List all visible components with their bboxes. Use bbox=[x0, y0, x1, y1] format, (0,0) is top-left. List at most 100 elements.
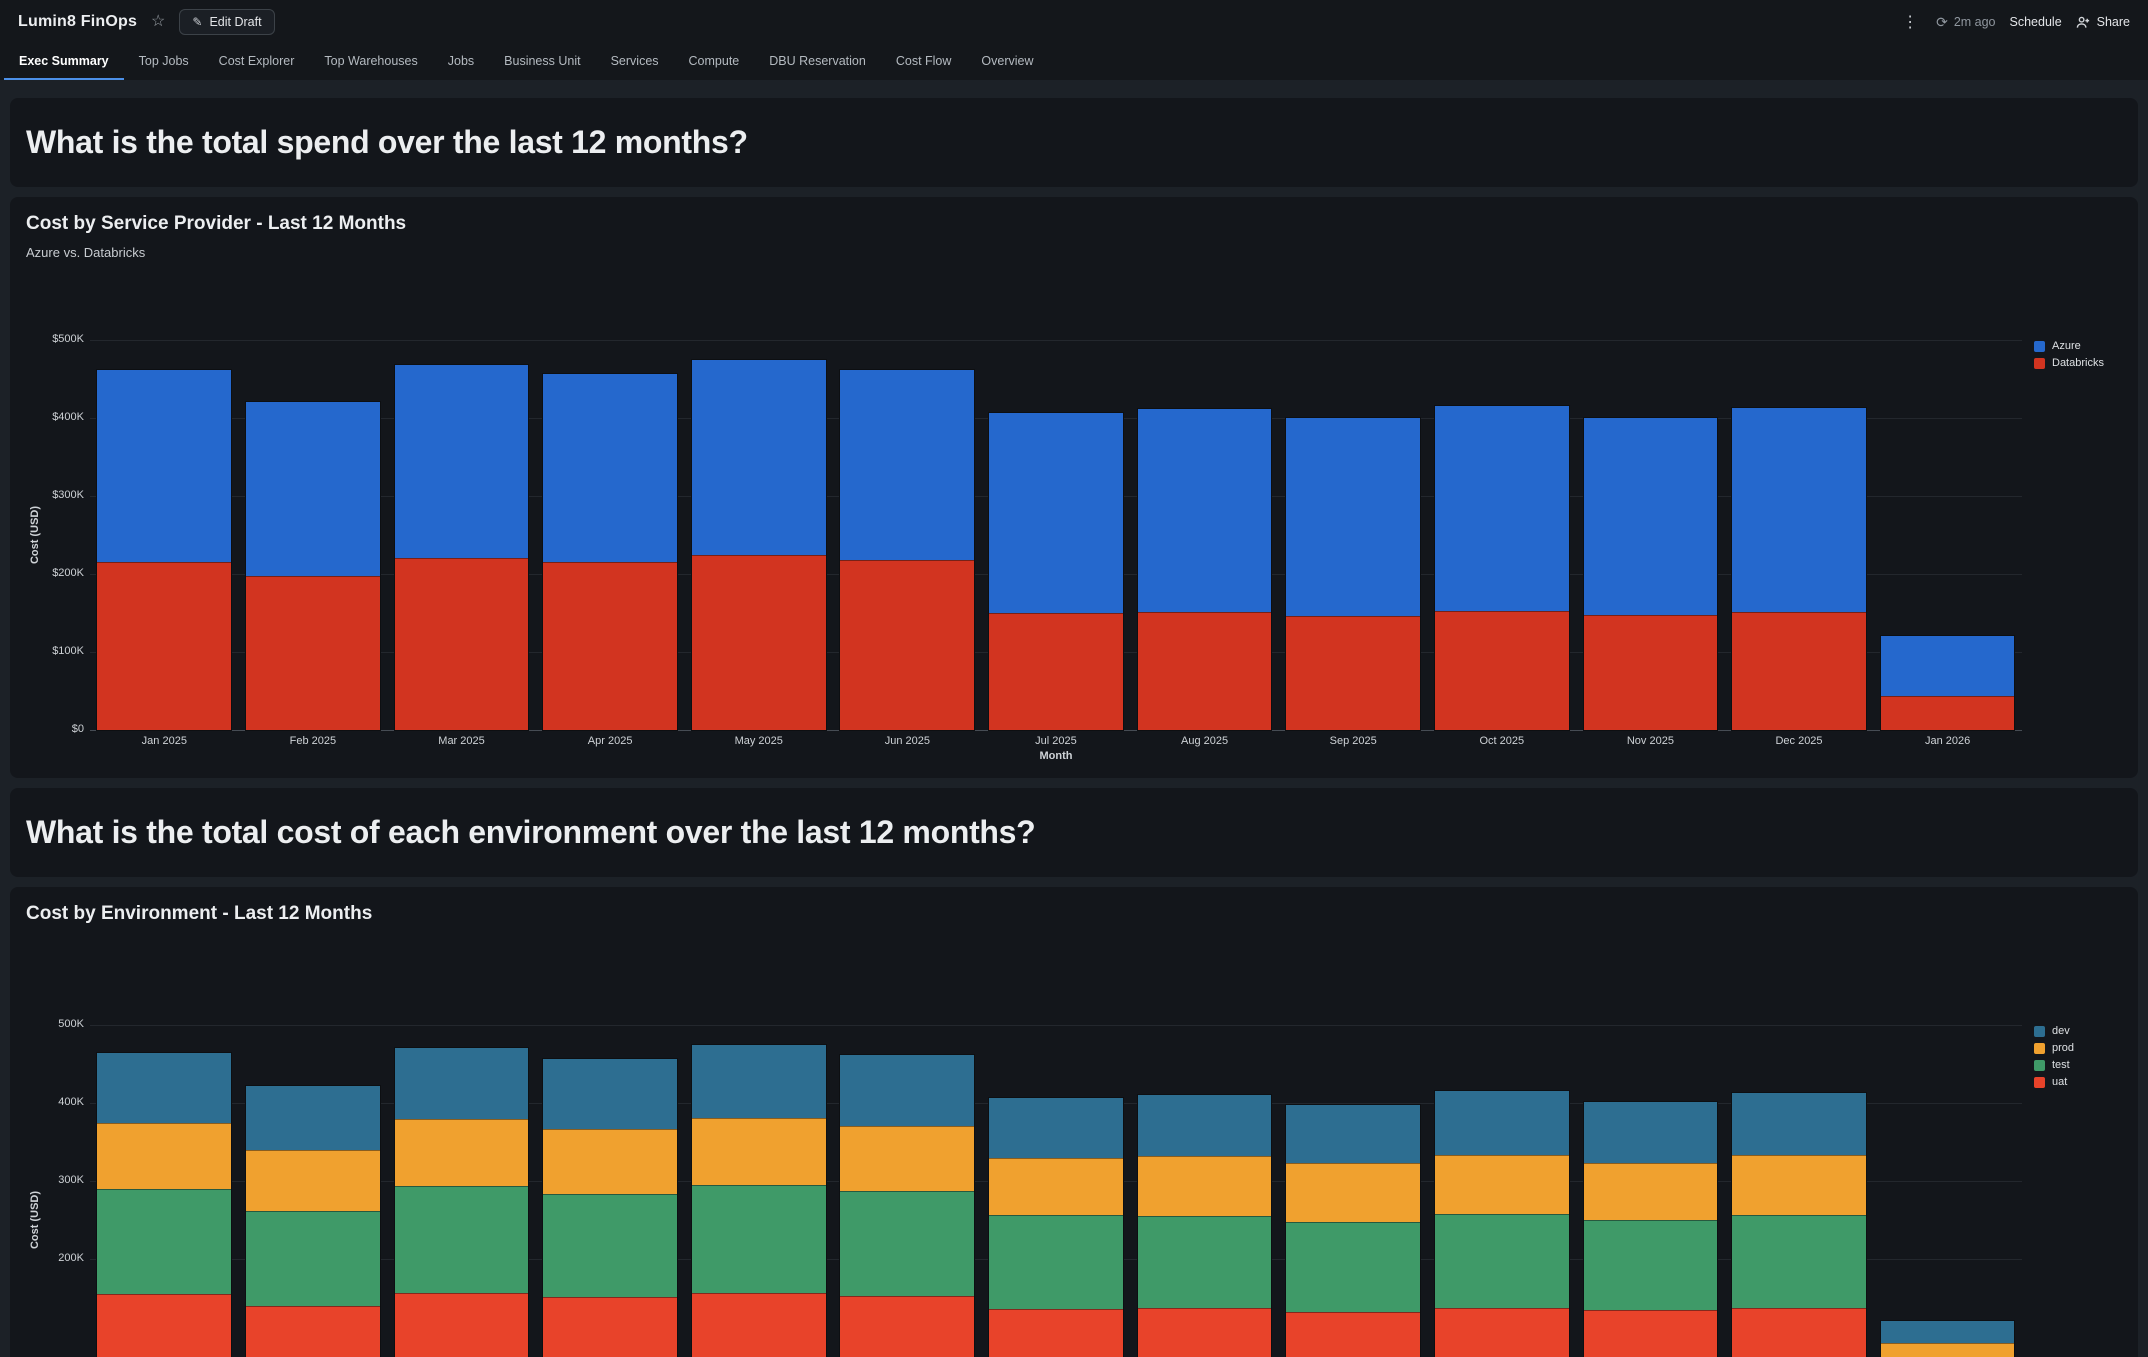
tab-overview[interactable]: Overview bbox=[981, 54, 1034, 68]
bar-segment-test[interactable] bbox=[97, 1188, 232, 1295]
bar-segment-dev[interactable] bbox=[1286, 1104, 1421, 1164]
bar-segment-test[interactable] bbox=[543, 1193, 677, 1298]
bar-segment-uat[interactable] bbox=[691, 1292, 826, 1357]
bar-segment-prod[interactable] bbox=[1583, 1163, 1718, 1221]
kebab-menu-icon[interactable]: ⋮ bbox=[1902, 14, 1919, 31]
bar-segment-test[interactable] bbox=[1583, 1220, 1718, 1310]
bar-segment-test[interactable] bbox=[246, 1210, 380, 1306]
bar-segment-uat[interactable] bbox=[543, 1297, 677, 1357]
bar-aug-2025[interactable] bbox=[1137, 1095, 1272, 1357]
bar-segment-databricks[interactable] bbox=[394, 558, 529, 730]
bar-dec-2025[interactable] bbox=[1732, 407, 1866, 730]
bar-segment-uat[interactable] bbox=[840, 1296, 975, 1357]
bar-segment-databricks[interactable] bbox=[1286, 616, 1421, 730]
bar-segment-test[interactable] bbox=[1137, 1216, 1272, 1309]
tab-cost-flow[interactable]: Cost Flow bbox=[895, 54, 952, 68]
bar-segment-databricks[interactable] bbox=[1583, 614, 1718, 730]
legend-item-test[interactable]: test bbox=[2034, 1059, 2122, 1071]
bar-nov-2025[interactable] bbox=[1583, 418, 1718, 730]
bar-segment-dev[interactable] bbox=[394, 1048, 529, 1120]
legend-item-prod[interactable]: prod bbox=[2034, 1042, 2122, 1054]
bar-segment-test[interactable] bbox=[1286, 1221, 1421, 1313]
bar-jan-2025[interactable] bbox=[97, 1053, 232, 1357]
bar-jul-2025[interactable] bbox=[989, 413, 1123, 730]
bar-oct-2025[interactable] bbox=[1434, 406, 1569, 730]
bar-segment-uat[interactable] bbox=[1286, 1312, 1421, 1357]
refresh-control[interactable]: ⟳ 2m ago bbox=[1936, 14, 1995, 31]
bar-segment-databricks[interactable] bbox=[97, 562, 232, 730]
bar-dec-2025[interactable] bbox=[1732, 1092, 1866, 1357]
bar-segment-azure[interactable] bbox=[1583, 418, 1718, 615]
tab-dbu-reservation[interactable]: DBU Reservation bbox=[769, 54, 866, 68]
schedule-button[interactable]: Schedule bbox=[2009, 15, 2062, 29]
bar-jan-2026[interactable] bbox=[1880, 1321, 2015, 1357]
bar-segment-azure[interactable] bbox=[1880, 636, 2015, 696]
tab-business-unit[interactable]: Business Unit bbox=[504, 54, 581, 68]
bar-segment-azure[interactable] bbox=[1434, 406, 1569, 612]
bar-segment-test[interactable] bbox=[1732, 1215, 1866, 1309]
tab-jobs[interactable]: Jobs bbox=[447, 54, 475, 68]
bar-segment-azure[interactable] bbox=[989, 413, 1123, 613]
bar-segment-azure[interactable] bbox=[840, 369, 975, 560]
bar-may-2025[interactable] bbox=[691, 359, 826, 730]
bar-segment-databricks[interactable] bbox=[1732, 612, 1866, 730]
bar-segment-dev[interactable] bbox=[840, 1054, 975, 1127]
bar-segment-dev[interactable] bbox=[1583, 1102, 1718, 1164]
bar-segment-prod[interactable] bbox=[1137, 1156, 1272, 1217]
bar-jun-2025[interactable] bbox=[840, 369, 975, 730]
bar-segment-databricks[interactable] bbox=[1880, 695, 2015, 730]
bar-segment-databricks[interactable] bbox=[543, 562, 677, 730]
bar-segment-uat[interactable] bbox=[246, 1305, 380, 1357]
bar-segment-uat[interactable] bbox=[1732, 1308, 1866, 1357]
bar-segment-prod[interactable] bbox=[840, 1126, 975, 1192]
tab-exec-summary[interactable]: Exec Summary bbox=[4, 44, 124, 80]
bar-segment-databricks[interactable] bbox=[246, 576, 380, 730]
bar-segment-databricks[interactable] bbox=[691, 554, 826, 730]
bar-segment-dev[interactable] bbox=[691, 1044, 826, 1118]
bar-segment-azure[interactable] bbox=[1137, 409, 1272, 613]
bar-sep-2025[interactable] bbox=[1286, 1104, 1421, 1357]
bar-feb-2025[interactable] bbox=[246, 1085, 380, 1357]
bar-jan-2025[interactable] bbox=[97, 369, 232, 730]
bar-segment-azure[interactable] bbox=[246, 401, 380, 577]
tab-compute[interactable]: Compute bbox=[688, 54, 740, 68]
bar-segment-prod[interactable] bbox=[1732, 1155, 1866, 1216]
bar-segment-azure[interactable] bbox=[1732, 407, 1866, 613]
bar-segment-azure[interactable] bbox=[1286, 418, 1421, 617]
bar-segment-prod[interactable] bbox=[691, 1117, 826, 1185]
bar-segment-dev[interactable] bbox=[1434, 1091, 1569, 1155]
bar-apr-2025[interactable] bbox=[543, 374, 677, 730]
legend-item-dev[interactable]: dev bbox=[2034, 1025, 2122, 1037]
tab-top-warehouses[interactable]: Top Warehouses bbox=[324, 54, 418, 68]
bar-segment-uat[interactable] bbox=[989, 1308, 1123, 1357]
bar-segment-dev[interactable] bbox=[1137, 1095, 1272, 1157]
bar-segment-test[interactable] bbox=[989, 1215, 1123, 1309]
bar-segment-prod[interactable] bbox=[543, 1128, 677, 1194]
favorite-star-icon[interactable]: ☆ bbox=[151, 13, 166, 30]
share-button[interactable]: Share bbox=[2076, 15, 2130, 30]
bar-segment-uat[interactable] bbox=[1434, 1308, 1569, 1357]
tab-top-jobs[interactable]: Top Jobs bbox=[138, 54, 189, 68]
bar-segment-dev[interactable] bbox=[989, 1098, 1123, 1158]
bar-segment-databricks[interactable] bbox=[989, 613, 1123, 730]
bar-segment-azure[interactable] bbox=[394, 364, 529, 559]
tab-services[interactable]: Services bbox=[610, 54, 659, 68]
bar-segment-dev[interactable] bbox=[1732, 1092, 1866, 1156]
bar-segment-test[interactable] bbox=[1434, 1213, 1569, 1309]
legend-item-azure[interactable]: Azure bbox=[2034, 340, 2122, 352]
bar-segment-prod[interactable] bbox=[989, 1157, 1123, 1216]
tab-cost-explorer[interactable]: Cost Explorer bbox=[218, 54, 295, 68]
bar-segment-prod[interactable] bbox=[1286, 1163, 1421, 1222]
bar-segment-test[interactable] bbox=[691, 1184, 826, 1293]
bar-segment-databricks[interactable] bbox=[840, 559, 975, 730]
bar-mar-2025[interactable] bbox=[394, 1048, 529, 1357]
bar-segment-azure[interactable] bbox=[691, 359, 826, 555]
bar-jul-2025[interactable] bbox=[989, 1098, 1123, 1357]
bar-segment-prod[interactable] bbox=[246, 1149, 380, 1211]
bar-segment-test[interactable] bbox=[394, 1186, 529, 1294]
bar-segment-uat[interactable] bbox=[1137, 1308, 1272, 1357]
bar-jun-2025[interactable] bbox=[840, 1054, 975, 1357]
bar-segment-dev[interactable] bbox=[1880, 1321, 2015, 1344]
bar-segment-azure[interactable] bbox=[543, 374, 677, 563]
bar-segment-dev[interactable] bbox=[246, 1085, 380, 1150]
